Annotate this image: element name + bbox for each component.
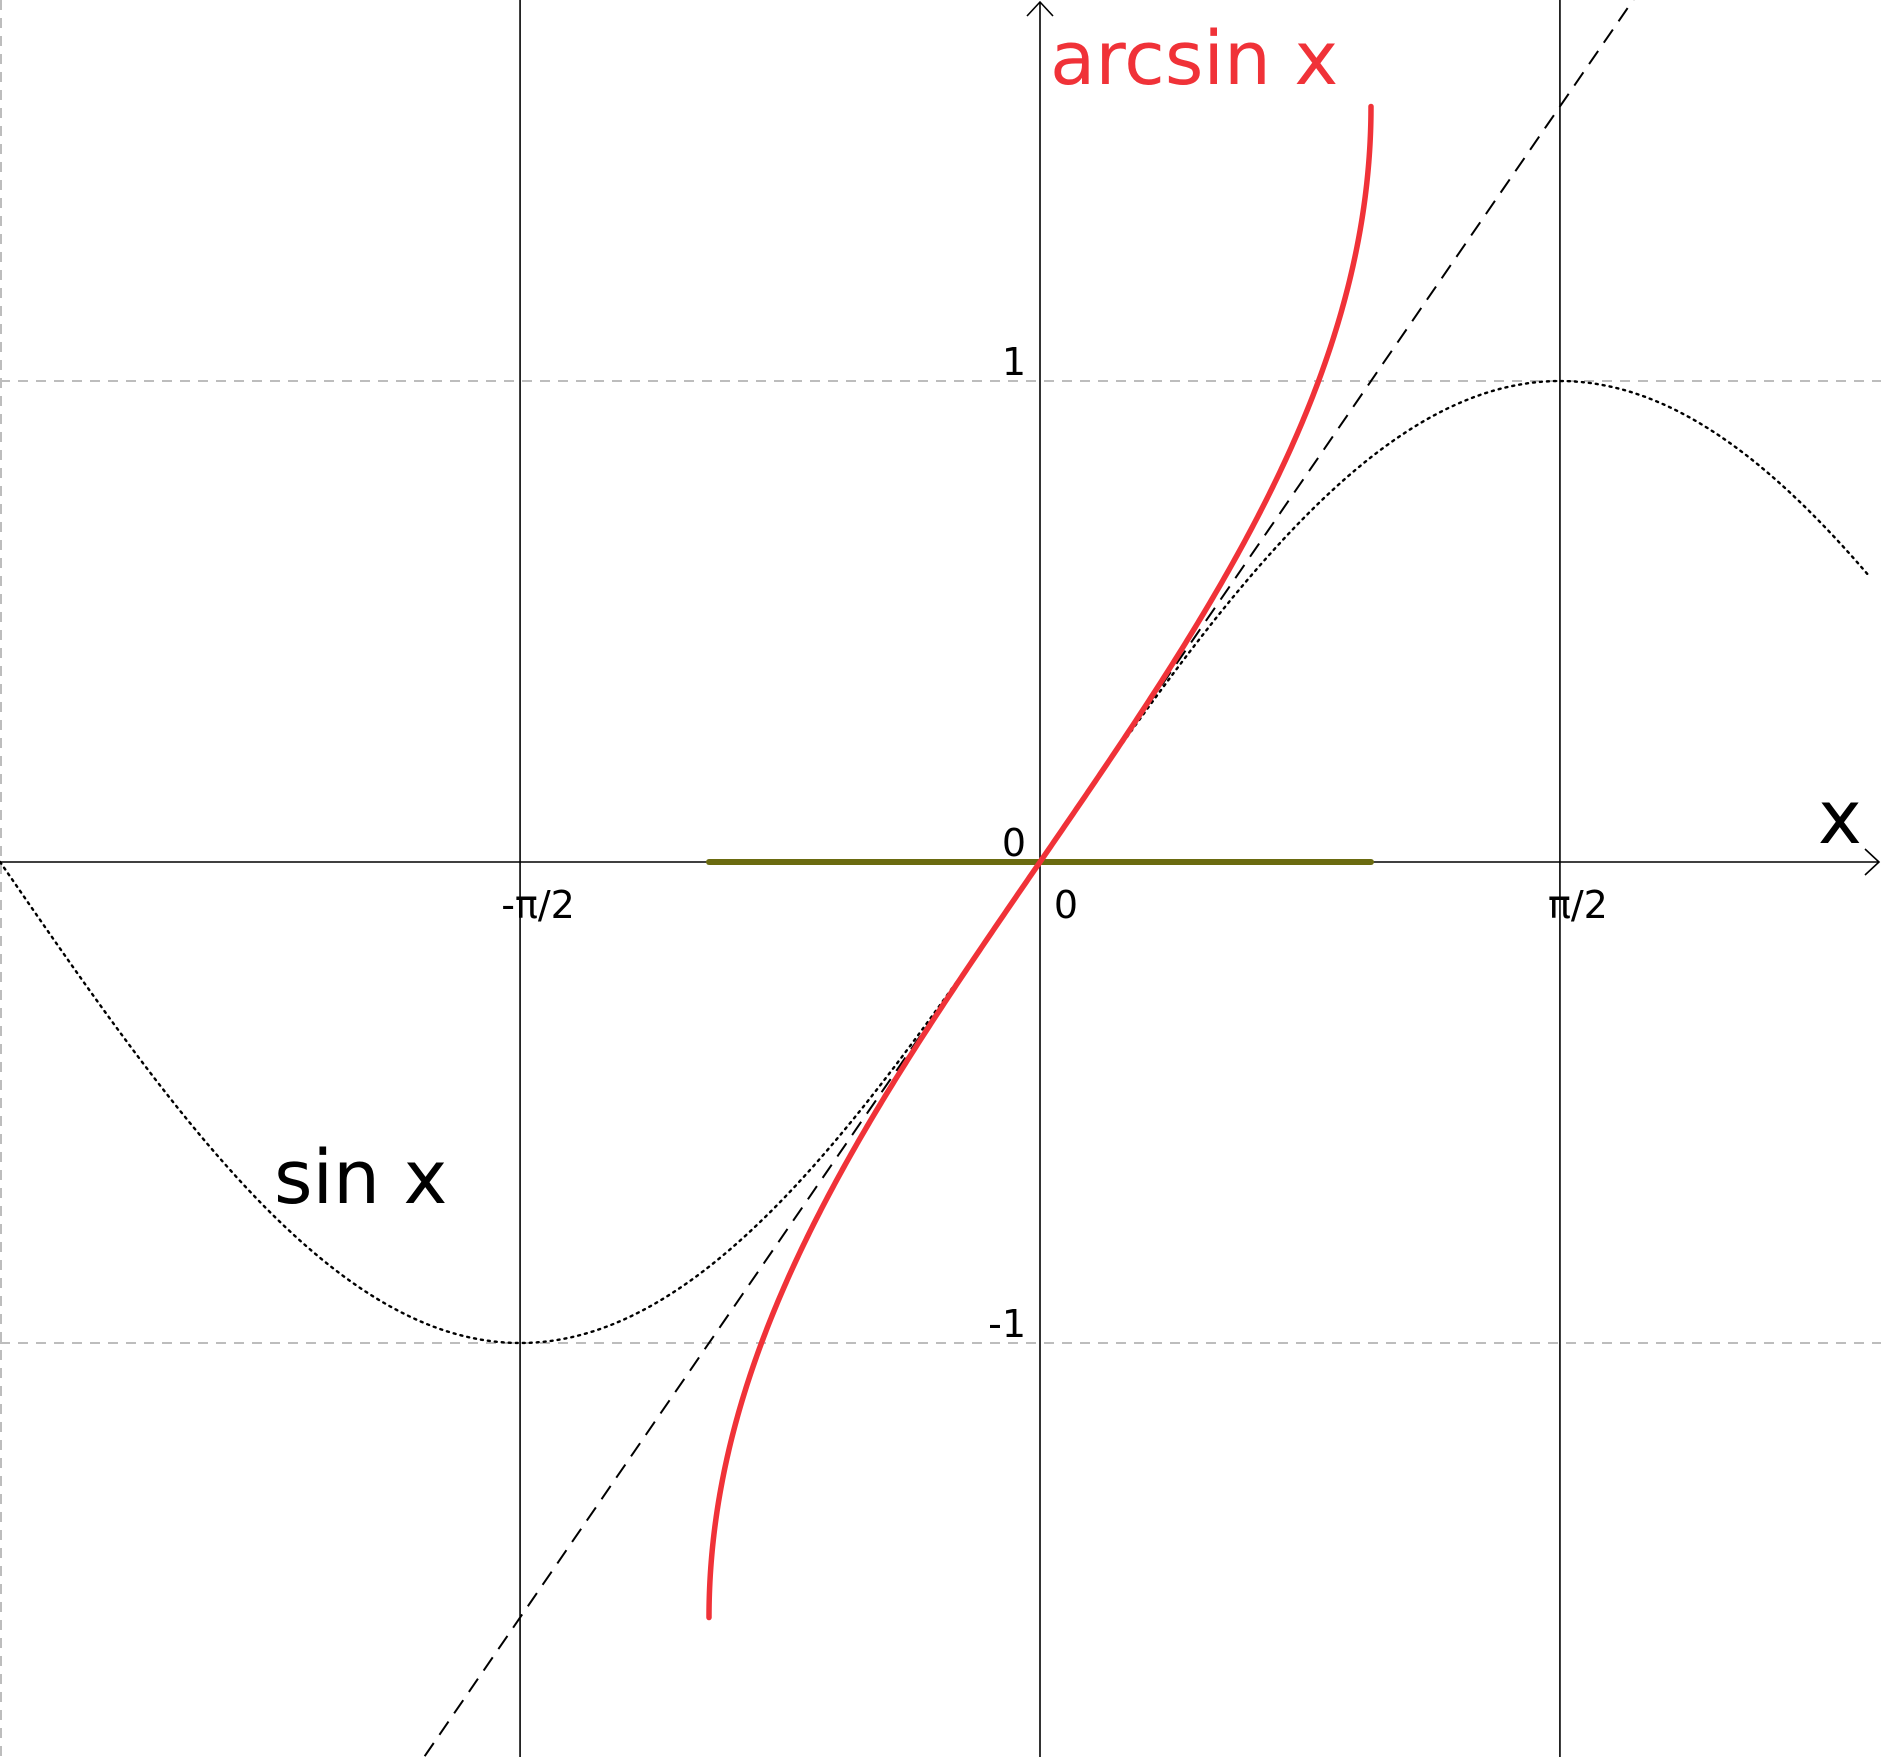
- x-tick-label: 0: [1054, 883, 1078, 927]
- x-axis-arrow: [1864, 848, 1881, 876]
- y-axis-arrow: [1026, 0, 1054, 17]
- x-axis-label: x: [1818, 775, 1862, 861]
- series-label-sin: sin x: [274, 1135, 447, 1221]
- arcsin-curve: [706, 103, 1374, 1621]
- labels: arcsin x sin x x -π/2 0 π/2 1 0 -1: [274, 16, 1862, 1346]
- series-label-arcsin: arcsin x: [1050, 16, 1338, 102]
- y-tick-label: 0: [1002, 821, 1026, 865]
- x-tick-label: -π/2: [501, 883, 575, 927]
- y-tick-label: -1: [988, 1302, 1026, 1346]
- sin-curve: [0, 379, 1869, 1345]
- x-tick-label: π/2: [1548, 883, 1608, 927]
- y-tick-label: 1: [1002, 340, 1026, 384]
